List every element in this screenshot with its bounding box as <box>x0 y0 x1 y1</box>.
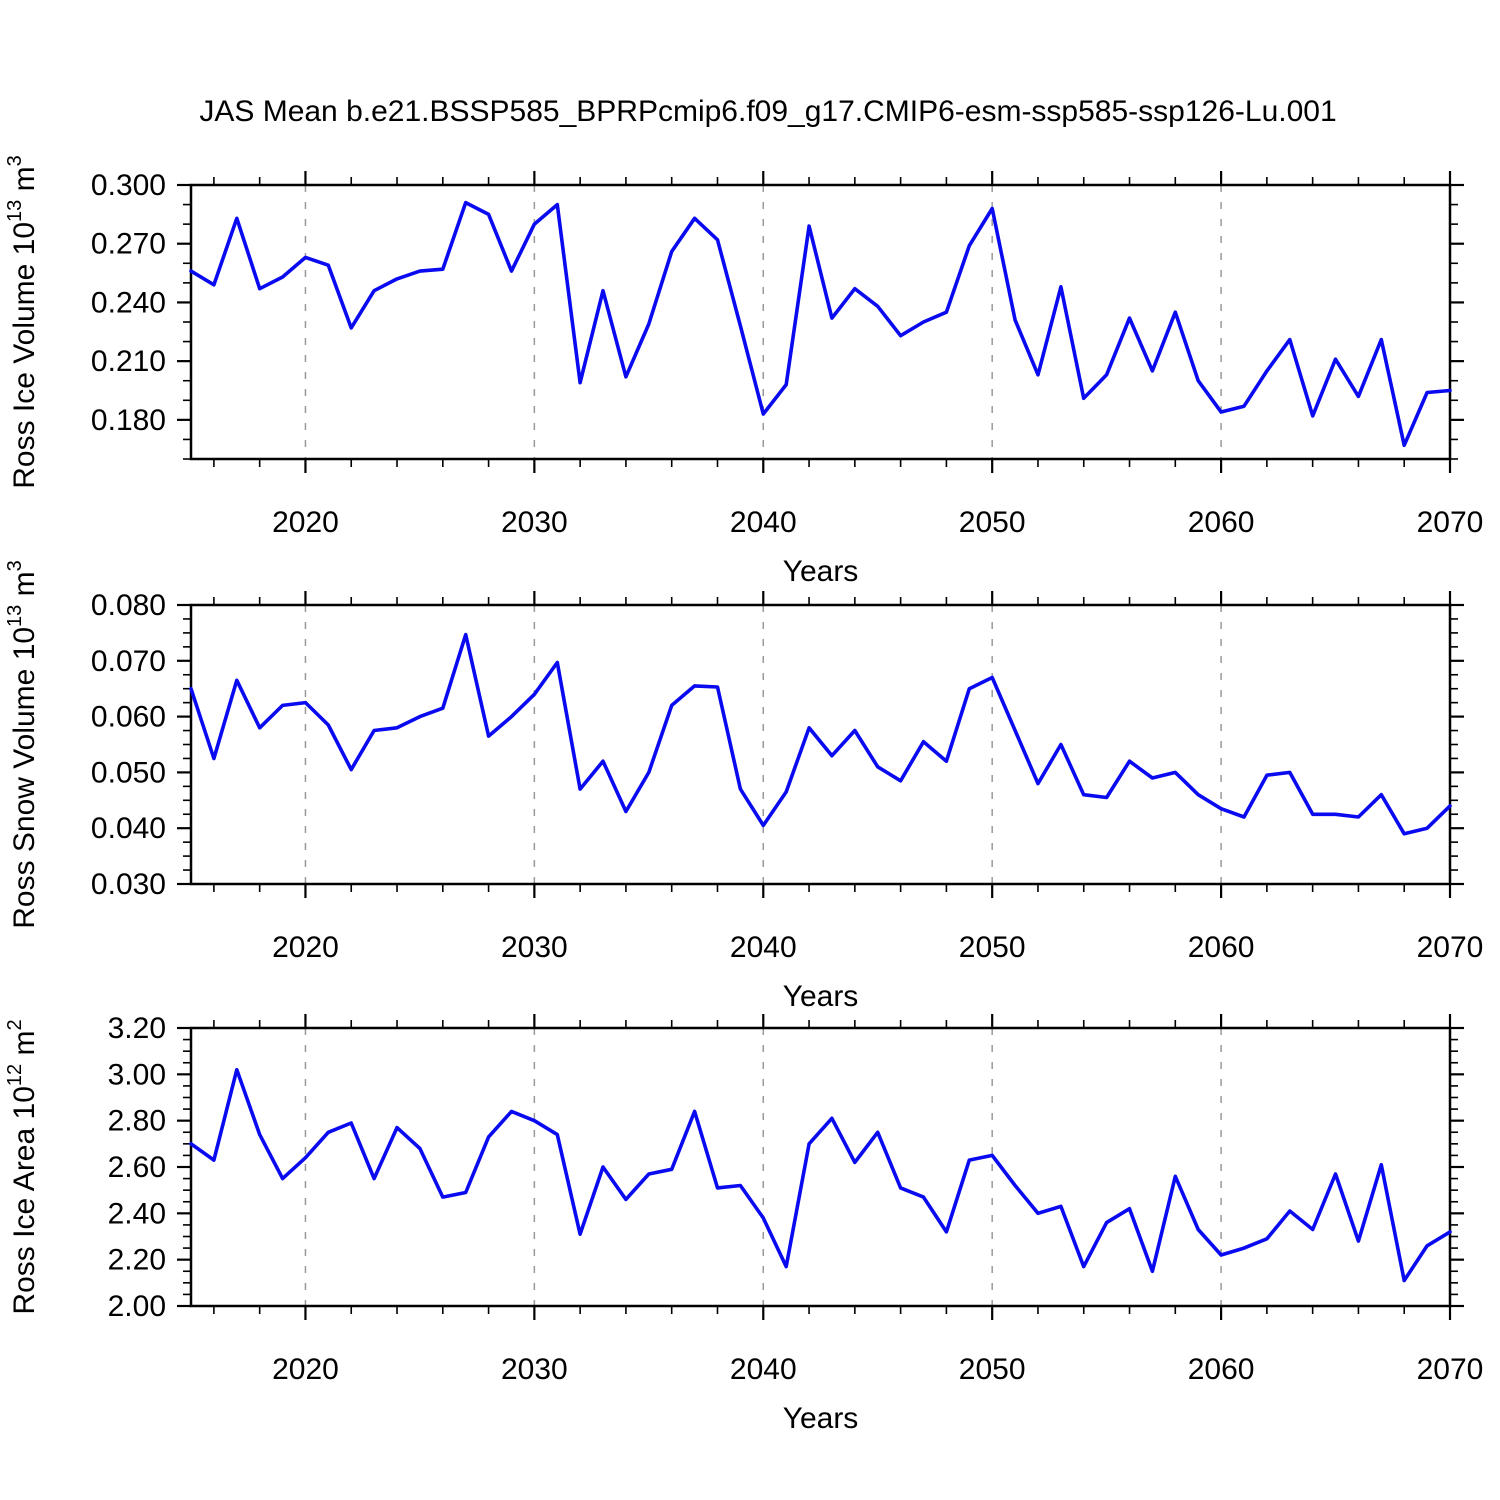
y-tick-label: 0.080 <box>91 589 166 622</box>
y-tick-label: 0.060 <box>91 701 166 734</box>
y-tick-label: 0.270 <box>91 228 166 261</box>
ross-ice-area-line <box>189 1067 1452 1283</box>
y-axis-label: Ross Ice Volume 1013 m3 <box>4 155 41 489</box>
x-tick-label: 2020 <box>272 931 339 964</box>
y-tick-label: 0.240 <box>91 286 166 319</box>
ross-ice-volume-line <box>189 200 1452 448</box>
ross-snow-volume-line <box>189 632 1452 836</box>
x-tick-label: 2060 <box>1188 931 1255 964</box>
x-tick-label: 2050 <box>959 1353 1026 1386</box>
y-tick-label: 2.60 <box>108 1151 166 1184</box>
y-tick-label: 0.040 <box>91 812 166 845</box>
x-tick-label: 2030 <box>501 1353 568 1386</box>
y-tick-label: 0.050 <box>91 756 166 789</box>
y-tick-label: 0.210 <box>91 345 166 378</box>
x-tick-label: 2040 <box>730 931 797 964</box>
figure-title: JAS Mean b.e21.BSSP585_BPRPcmip6.f09_g17… <box>199 95 1336 128</box>
y-tick-label: 3.20 <box>108 1012 166 1045</box>
x-axis-label: Years <box>783 1402 859 1435</box>
x-tick-label: 2030 <box>501 506 568 539</box>
y-axis-label: Ross Ice Area 1012 m2 <box>4 1019 41 1314</box>
y-tick-label: 0.030 <box>91 868 166 901</box>
x-tick-label: 2020 <box>272 506 339 539</box>
x-tick-label: 2050 <box>959 931 1026 964</box>
x-tick-label: 2060 <box>1188 1353 1255 1386</box>
x-tick-label: 2060 <box>1188 506 1255 539</box>
x-tick-label: 2030 <box>501 931 568 964</box>
y-tick-label: 0.070 <box>91 645 166 678</box>
y-tick-label: 2.00 <box>108 1290 166 1323</box>
x-tick-label: 2040 <box>730 506 797 539</box>
y-tick-label: 2.40 <box>108 1197 166 1230</box>
x-axis-label: Years <box>783 980 859 1013</box>
x-axis-label: Years <box>783 555 859 588</box>
y-tick-label: 2.80 <box>108 1105 166 1138</box>
snow-volume-chart: 0.030 0.040 0.050 0.060 0.070 0.080 2020 2030 20… <box>4 560 1483 1013</box>
x-tick-label: 2040 <box>730 1353 797 1386</box>
x-tick-label: 2070 <box>1417 931 1484 964</box>
y-tick-label: 0.300 <box>91 169 166 202</box>
y-tick-label: 2.20 <box>108 1244 166 1277</box>
ice-area-chart: 2.00 2.20 2.40 2.60 2.80 3.00 3.20 2020 2030 2040… <box>4 1012 1483 1435</box>
x-tick-label: 2070 <box>1417 1353 1484 1386</box>
x-tick-label: 2020 <box>272 1353 339 1386</box>
x-tick-label: 2050 <box>959 506 1026 539</box>
y-tick-label: 3.00 <box>108 1058 166 1091</box>
x-tick-label: 2070 <box>1417 506 1484 539</box>
y-tick-label: 0.180 <box>91 404 166 437</box>
plot-frame <box>189 183 1452 461</box>
ice-volume-chart: 0.180 0.210 0.240 0.270 0.300 2020 2030 2040 205… <box>4 155 1483 588</box>
y-axis-label: Ross Snow Volume 1013 m3 <box>4 560 41 929</box>
